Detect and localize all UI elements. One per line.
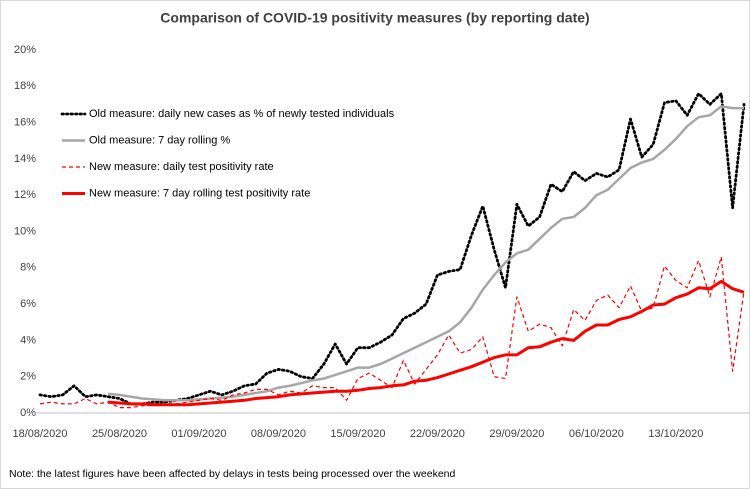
legend-label: New measure: 7 day rolling test positivi… — [89, 187, 310, 199]
x-tick-label: 13/10/2020 — [648, 428, 703, 440]
chart-title: Comparison of COVID-19 positivity measur… — [160, 10, 589, 26]
x-tick-label: 06/10/2020 — [569, 428, 624, 440]
footnote: Note: the latest figures have been affec… — [9, 468, 455, 480]
legend-label: Old measure: daily new cases as % of new… — [89, 108, 395, 120]
legend: Old measure: daily new cases as % of new… — [60, 108, 395, 199]
series-line — [38, 92, 746, 406]
y-tick-label: 0% — [20, 407, 36, 419]
y-tick-label: 14% — [14, 153, 36, 165]
series-line — [107, 279, 745, 407]
x-tick-label: 25/08/2020 — [92, 428, 147, 440]
x-tick-label: 08/09/2020 — [251, 428, 306, 440]
y-tick-label: 10% — [14, 225, 36, 237]
y-tick-label: 8% — [20, 262, 36, 274]
y-tick-label: 6% — [20, 298, 36, 310]
y-tick-label: 16% — [14, 117, 36, 129]
x-tick-label: 15/09/2020 — [330, 428, 385, 440]
y-tick-label: 4% — [20, 334, 36, 346]
y-tick-label: 20% — [14, 44, 36, 56]
x-tick-label: 29/09/2020 — [489, 428, 544, 440]
y-tick-label: 2% — [20, 371, 36, 383]
y-tick-label: 18% — [14, 80, 36, 92]
x-tick-label: 22/09/2020 — [410, 428, 465, 440]
x-tick-label: 01/09/2020 — [171, 428, 226, 440]
y-tick-label: 12% — [14, 189, 36, 201]
legend-label: New measure: daily test positivity rate — [89, 161, 274, 173]
x-tick-label: 18/08/2020 — [12, 428, 67, 440]
series-line — [107, 105, 744, 402]
legend-label: Old measure: 7 day rolling % — [89, 134, 230, 146]
